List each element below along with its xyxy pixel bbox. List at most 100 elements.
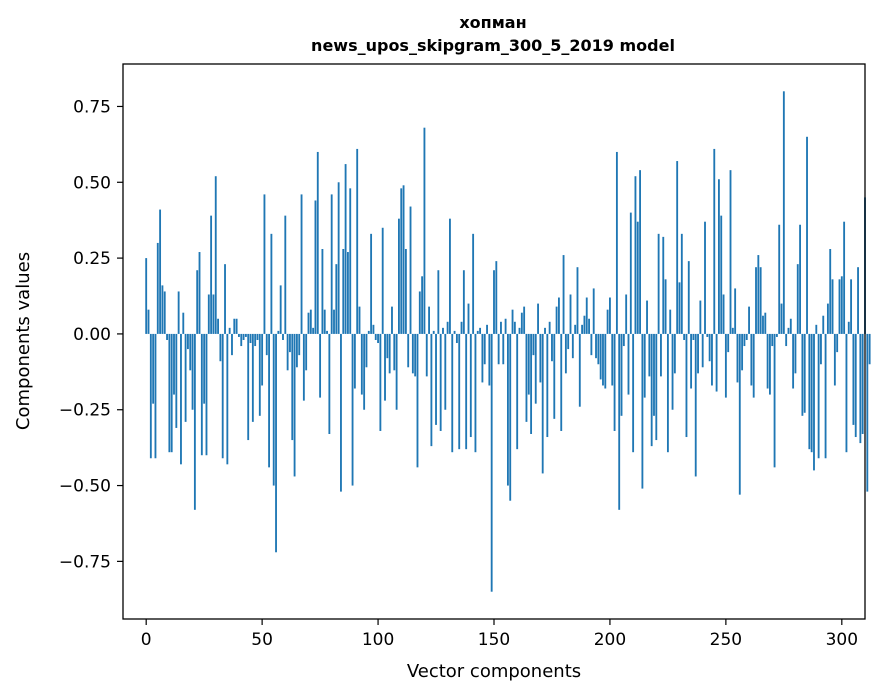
- bar-125: [435, 333, 437, 425]
- bar-72: [312, 327, 315, 334]
- bar-145: [481, 333, 484, 383]
- plot-frame: [122, 63, 866, 620]
- bar-79: [328, 333, 331, 434]
- bar-256: [738, 333, 741, 495]
- bar-204: [618, 333, 621, 510]
- bar-277: [787, 327, 790, 334]
- bar-128: [442, 327, 444, 334]
- bar-250: [724, 333, 727, 398]
- bar-96: [367, 330, 370, 334]
- bar-168: [534, 333, 537, 404]
- bar-39: [235, 318, 238, 334]
- bar-21: [193, 333, 196, 510]
- bar-32: [219, 333, 222, 362]
- bar-188: [581, 324, 584, 334]
- bar-266: [762, 315, 764, 334]
- bar-303: [847, 321, 850, 334]
- bar-230: [678, 282, 681, 334]
- bar-38: [233, 318, 236, 334]
- y-tick-label: −0.50: [59, 477, 111, 497]
- bar-155: [504, 318, 507, 334]
- bar-222: [660, 333, 662, 377]
- bar-282: [799, 224, 801, 334]
- bar-224: [664, 279, 667, 334]
- bar-273: [778, 224, 781, 334]
- bar-216: [646, 300, 648, 334]
- bar-93: [360, 333, 363, 395]
- bar-29: [212, 294, 215, 334]
- bar-80: [330, 194, 333, 334]
- bar-11: [170, 333, 173, 453]
- bar-75: [319, 333, 322, 398]
- bar-77: [323, 309, 326, 334]
- bar-141: [472, 233, 475, 334]
- bar-94: [363, 333, 366, 410]
- bar-197: [602, 333, 604, 386]
- bar-31: [217, 318, 219, 334]
- bar-227: [671, 333, 674, 410]
- bar-122: [428, 306, 430, 334]
- bar-86: [344, 164, 347, 334]
- bar-196: [599, 333, 602, 380]
- bar-105: [388, 333, 391, 374]
- bar-268: [766, 333, 769, 389]
- bar-309: [861, 333, 864, 434]
- bar-142: [474, 333, 477, 453]
- bar-214: [641, 333, 644, 489]
- bar-290: [817, 333, 820, 459]
- bar-251: [727, 333, 730, 353]
- bar-140: [469, 333, 472, 438]
- bar-163: [523, 306, 526, 334]
- y-tick-label: 0.25: [73, 249, 111, 269]
- bar-280: [794, 333, 797, 374]
- x-axis-label: Vector components: [407, 661, 581, 682]
- bar-19: [189, 333, 192, 371]
- bar-160: [516, 333, 519, 450]
- bar-178: [558, 297, 560, 334]
- bar-106: [391, 306, 393, 334]
- bar-308: [859, 333, 862, 444]
- bar-208: [627, 333, 630, 395]
- bar-70: [307, 312, 310, 334]
- bar-249: [722, 294, 725, 334]
- bar-15: [180, 333, 182, 465]
- bar-10: [168, 333, 171, 453]
- bar-244: [711, 333, 713, 386]
- bar-311: [866, 333, 869, 492]
- bar-101: [379, 333, 382, 431]
- bar-74: [316, 151, 319, 334]
- bar-41: [240, 333, 243, 347]
- bar-189: [583, 315, 586, 334]
- bar-130: [446, 321, 449, 334]
- bar-153: [500, 321, 502, 334]
- bar-212: [636, 221, 639, 334]
- bar-49: [258, 333, 261, 416]
- bar-139: [467, 303, 470, 334]
- chart-subtitle: news_upos_skipgram_300_5_2019 model: [311, 36, 675, 55]
- bar-278: [789, 318, 792, 334]
- bar-69: [305, 333, 308, 371]
- bar-176: [553, 333, 556, 419]
- bar-166: [530, 333, 533, 434]
- bar-295: [829, 249, 832, 334]
- bar-246: [715, 333, 718, 392]
- bar-2: [149, 333, 152, 459]
- bar-229: [676, 161, 679, 334]
- bar-231: [680, 233, 683, 334]
- bar-293: [824, 333, 827, 459]
- y-tick-label: 0.00: [73, 325, 111, 345]
- bar-243: [708, 333, 711, 362]
- y-tick-label: −0.25: [59, 401, 111, 421]
- bar-127: [439, 333, 442, 431]
- bar-1: [147, 309, 150, 334]
- bar-239: [699, 300, 702, 334]
- bar-281: [796, 264, 799, 334]
- bar-132: [451, 333, 454, 453]
- bar-149: [490, 333, 493, 592]
- bar-237: [694, 333, 697, 477]
- bar-221: [657, 233, 660, 334]
- bar-180: [562, 255, 565, 334]
- bar-126: [437, 270, 440, 334]
- bar-78: [326, 330, 328, 334]
- bar-300: [840, 276, 843, 334]
